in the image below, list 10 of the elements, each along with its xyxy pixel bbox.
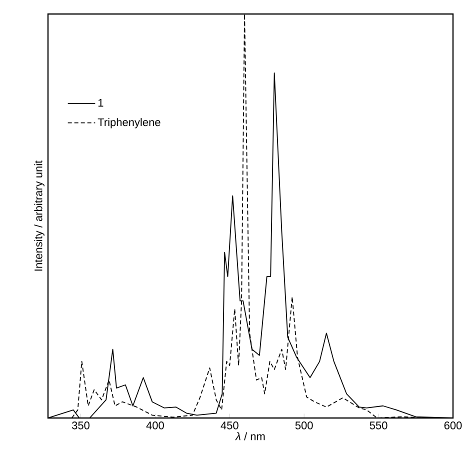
legend-label: 1 — [98, 99, 104, 107]
x-tick-label: 400 — [146, 422, 164, 430]
y-axis-title: Intensity / arbitrary unit — [34, 160, 44, 271]
x-axis-title: λ / nm — [235, 432, 265, 440]
x-tick-label: 550 — [370, 422, 388, 430]
x-tick-label: 450 — [220, 422, 238, 430]
x-tick-label: 350 — [72, 422, 90, 430]
x-tick-label: 500 — [295, 422, 313, 430]
legend-label: Triphenylene — [98, 118, 160, 128]
x-tick-label: 600 — [444, 422, 462, 430]
